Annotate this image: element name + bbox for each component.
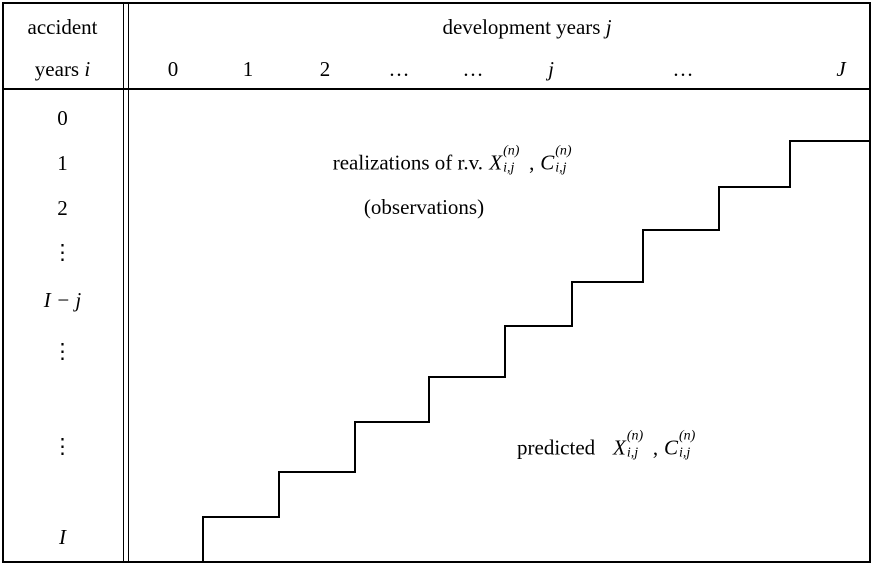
- X-scripts: (n) i,j: [502, 144, 529, 175]
- C-superscript: (n): [555, 143, 572, 159]
- comma: ,: [529, 150, 535, 175]
- row-header-5: ⋮: [52, 339, 73, 363]
- observed-formula: X (n) i,j, C (n) i,j: [489, 144, 581, 175]
- observed-region-label: realizations of r.v. X (n) i,j, C (n) i,j: [332, 144, 582, 176]
- column-header-2: 2: [319, 57, 331, 81]
- row-header-6: ⋮: [52, 434, 73, 458]
- accident-column-separator-line: [123, 2, 129, 561]
- corner-accident-label: accident: [27, 15, 98, 39]
- C-superscript: (n): [678, 428, 696, 444]
- row-header-1: 1: [57, 151, 68, 175]
- X-superscript: (n): [626, 428, 644, 444]
- observed-prefix-text: realizations of r.v.: [332, 150, 483, 175]
- C-subscript: i,j: [678, 445, 691, 461]
- observations-note: (observations): [363, 195, 485, 219]
- corner-years-text: years: [34, 57, 80, 81]
- column-header-3: …: [388, 57, 410, 81]
- column-header-4: …: [462, 57, 484, 81]
- predicted-region-label: predicted X (n) i,j, C (n) i,j: [517, 429, 705, 461]
- column-header-5: j: [548, 57, 554, 81]
- C-variable: C: [663, 435, 678, 460]
- column-header-7: J: [836, 57, 846, 81]
- X-scripts: (n) i,j: [626, 429, 653, 460]
- row-header-4: I − j: [43, 288, 82, 312]
- row-header-3: ⋮: [52, 240, 73, 264]
- header-separator-line: [2, 88, 871, 90]
- C-subscript: i,j: [555, 160, 567, 176]
- X-subscript: i,j: [503, 160, 515, 176]
- column-header-6: …: [672, 57, 694, 81]
- development-years-title: development years j: [442, 14, 611, 40]
- development-years-text: development years: [442, 15, 601, 39]
- X-variable: X: [489, 150, 503, 175]
- corner-i-variable: i: [84, 57, 91, 81]
- X-variable: X: [613, 435, 626, 460]
- row-header-7: I: [59, 525, 66, 549]
- X-subscript: i,j: [626, 445, 639, 461]
- X-superscript: (n): [503, 143, 520, 159]
- predicted-formula: X (n) i,j, C (n) i,j: [613, 429, 705, 460]
- C-variable: C: [540, 150, 555, 175]
- row-header-2: 2: [57, 196, 68, 220]
- comma: ,: [652, 435, 659, 460]
- C-scripts: (n) i,j: [678, 429, 705, 460]
- j-variable: j: [605, 15, 612, 39]
- corner-years-label: years i: [2, 56, 123, 82]
- C-scripts: (n) i,j: [554, 144, 581, 175]
- column-header-1: 1: [242, 57, 254, 81]
- column-header-0: 0: [167, 57, 179, 81]
- predicted-prefix-text: predicted: [517, 435, 596, 460]
- row-header-0: 0: [57, 106, 68, 130]
